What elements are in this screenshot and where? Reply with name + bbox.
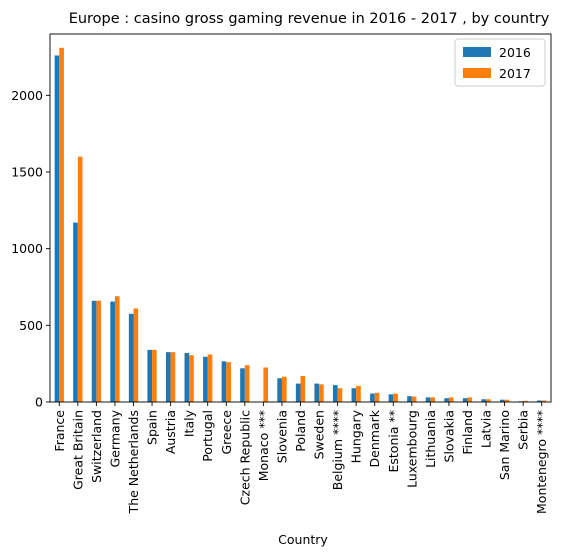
x-tick-label: Luxembourg: [404, 410, 419, 488]
x-tick-label: Lithuania: [423, 410, 438, 468]
bar-2017-17: [374, 392, 380, 402]
bar-2016-14: [314, 383, 320, 402]
bar-2016-4: [128, 313, 134, 402]
legend-label-2017: 2017: [499, 66, 531, 81]
bar-2017-22: [467, 397, 473, 402]
bar-2016-8: [203, 356, 208, 402]
axes-frame: [49, 33, 552, 403]
bar-2016-16: [351, 388, 357, 402]
x-tick-label: Finland: [460, 410, 475, 455]
bar-2017-4: [133, 308, 139, 402]
bar-2017-10: [244, 365, 250, 402]
chart-title: Europe : casino gross gaming revenue in …: [69, 11, 550, 27]
axes: 0 500 1000 1500 2000 France Great Britain Switz…: [11, 33, 552, 514]
x-tick-label: Italy: [182, 409, 197, 437]
x-tick-label: France: [52, 410, 67, 452]
y-tick-label: 2000: [11, 88, 43, 103]
bar-2017-14: [319, 384, 324, 402]
bar-2017-18: [393, 393, 398, 402]
bar-2016-22: [462, 398, 468, 402]
bar-2017-25: [523, 400, 528, 402]
bar-2017-2: [96, 300, 102, 402]
x-tick-label: Sweden: [312, 410, 327, 459]
bar-2016-17: [370, 393, 375, 402]
bar-2017-11: [263, 367, 269, 402]
legend-label-2016: 2016: [499, 45, 531, 60]
x-tick-label: Latvia: [479, 410, 494, 448]
bar-2016-3: [110, 301, 115, 402]
bar-2017-13: [300, 375, 306, 402]
bar-2016-18: [388, 394, 394, 402]
bar-2017-21: [448, 397, 454, 402]
bar-2017-1: [77, 156, 83, 402]
bar-2017-16: [356, 385, 361, 402]
x-tick-label: Germany: [107, 409, 122, 467]
y-tick-label: 1000: [11, 241, 43, 256]
legend-swatch-2016: [463, 47, 491, 57]
x-tick-label: Slovakia: [441, 410, 456, 462]
bar-2016-15: [332, 385, 338, 402]
bar-2016-24: [499, 399, 505, 402]
bar-2016-20: [425, 397, 431, 402]
x-axis-label: Country: [278, 532, 328, 547]
bar-2017-7: [189, 355, 194, 402]
x-tick-label: Greece: [219, 410, 234, 455]
x-tick-label: Slovenia: [274, 410, 289, 463]
bar-2016-23: [481, 399, 487, 402]
bar-2016-26: [537, 400, 542, 402]
bar-2017-15: [337, 388, 343, 402]
x-tick-label: Denmark: [367, 409, 382, 467]
legend: 2016 2017: [454, 38, 546, 87]
bar-2016-10: [240, 368, 245, 402]
bar-2017-12: [281, 376, 287, 402]
bar-2017-3: [114, 296, 120, 402]
x-tick-label: Belgium ****: [330, 410, 345, 490]
x-tick-label: Monaco ***: [256, 410, 271, 481]
bar-2016-1: [73, 222, 78, 402]
bar-2017-23: [486, 399, 491, 402]
x-tick-label: Austria: [163, 410, 178, 454]
x-tick-label: Serbia: [516, 410, 531, 450]
x-tick-label: Poland: [293, 410, 308, 452]
x-tick-label: Estonia **: [386, 410, 401, 473]
bar-2016-0: [54, 55, 60, 402]
x-tick-label: Spain: [145, 410, 160, 445]
y-tick-label: 500: [19, 318, 43, 333]
bar-2017-0: [59, 47, 64, 403]
plot-area: [54, 47, 547, 403]
x-tick-label: San Marino: [497, 410, 512, 480]
bar-2016-9: [221, 361, 227, 402]
bar-2016-5: [147, 349, 153, 402]
x-tick-label: Switzerland: [89, 410, 104, 483]
x-tick-label: The Netherlands: [126, 410, 141, 514]
bar-2017-19: [411, 396, 417, 402]
bar-2017-24: [504, 399, 510, 402]
bar-2016-7: [184, 352, 190, 402]
bar-2016-19: [407, 396, 412, 402]
x-tick-label: Czech Republic: [237, 410, 252, 505]
bar-2017-26: [541, 400, 547, 402]
bar-2017-8: [207, 354, 213, 402]
bar-2016-13: [295, 383, 301, 402]
bar-2017-6: [170, 352, 176, 402]
legend-swatch-2017: [463, 68, 491, 78]
y-tick-label: 1500: [11, 165, 43, 180]
bar-2016-2: [91, 300, 97, 402]
x-tick-label: Hungary: [349, 409, 364, 463]
bar-2016-21: [444, 398, 449, 402]
bar-2016-12: [277, 378, 282, 402]
bar-2017-20: [430, 397, 436, 402]
bar-2017-9: [226, 362, 231, 402]
bar-2017-5: [152, 349, 157, 402]
x-tick-label: Great Britain: [70, 410, 85, 490]
y-tick-label: 0: [35, 395, 43, 410]
x-tick-label: Portugal: [200, 410, 215, 462]
bar-2016-6: [165, 352, 171, 402]
x-tick-label: Montenegro ****: [534, 410, 549, 514]
